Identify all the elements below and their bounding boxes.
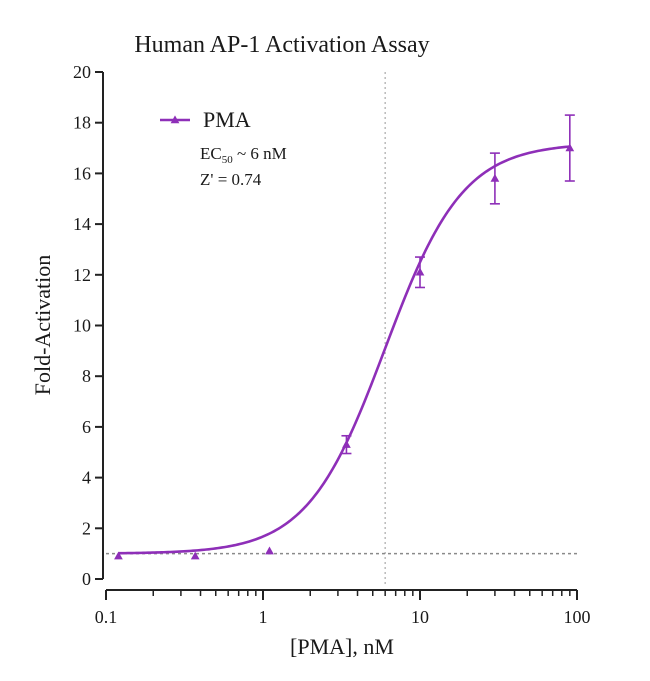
data-point: [190, 551, 200, 560]
x-axis-ticks: 0.1 1 10 100: [95, 590, 591, 627]
x-tick-label: 10: [411, 607, 429, 627]
x-tick-label: 100: [564, 607, 591, 627]
ec50-subscript: 50: [222, 154, 234, 166]
data-marker-triangle: [342, 440, 351, 448]
data-point: [564, 114, 575, 182]
data-marker-triangle: [490, 173, 500, 182]
y-tick-label: 10: [73, 316, 91, 336]
y-tick-label: 6: [82, 417, 91, 437]
y-axis-label: Fold-Activation: [30, 255, 55, 396]
legend-marker-triangle-icon: [170, 115, 180, 124]
y-tick-label: 8: [82, 366, 91, 386]
ec50-prefix: EC: [200, 144, 222, 163]
y-tick-label: 20: [73, 62, 91, 82]
y-tick-label: 12: [73, 265, 91, 285]
y-tick-label: 4: [82, 468, 91, 488]
y-tick-label: 2: [82, 518, 91, 538]
x-tick-label: 0.1: [95, 607, 118, 627]
ec50-annotation: EC50 ~ 6 nM: [200, 144, 287, 166]
y-axis-ticks: 0 2 4 6 8 10 12 14 16 18 20: [73, 62, 103, 589]
zprime-annotation: Z' = 0.74: [200, 170, 262, 189]
legend: PMA: [160, 107, 251, 132]
data-point: [265, 546, 274, 555]
data-marker-triangle: [415, 267, 425, 276]
data-point: [489, 152, 500, 205]
x-tick-label: 1: [259, 607, 268, 627]
data-marker-triangle: [114, 551, 123, 560]
data-marker-triangle: [190, 551, 200, 560]
reference-lines: [106, 72, 577, 587]
chart-title: Human AP-1 Activation Assay: [134, 32, 429, 58]
data-point: [341, 434, 352, 455]
data-point: [415, 256, 425, 289]
ec50-suffix: ~ 6 nM: [233, 144, 287, 163]
legend-label-pma: PMA: [203, 107, 251, 132]
y-tick-label: 0: [82, 569, 91, 589]
fit-curve-pma: [118, 145, 570, 555]
data-points: [114, 114, 575, 560]
y-tick-label: 16: [73, 163, 91, 183]
data-marker-triangle: [265, 546, 274, 555]
y-tick-label: 18: [73, 113, 91, 133]
x-axis-label: [PMA], nM: [290, 634, 394, 659]
y-tick-label: 14: [73, 214, 91, 234]
data-marker-triangle: [565, 143, 575, 152]
data-point: [114, 551, 123, 560]
